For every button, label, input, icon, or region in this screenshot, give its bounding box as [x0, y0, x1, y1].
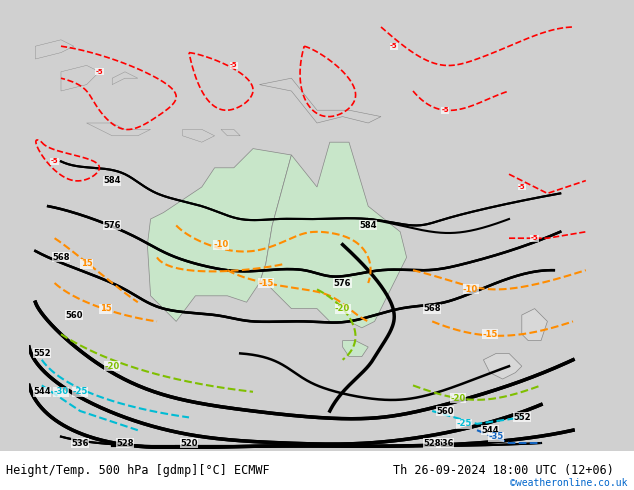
Text: 15: 15	[100, 304, 112, 313]
Text: -15: -15	[482, 330, 498, 339]
Text: -20: -20	[105, 362, 120, 371]
Text: -5: -5	[51, 158, 58, 165]
Polygon shape	[221, 129, 240, 136]
Text: -20: -20	[450, 393, 465, 403]
Text: 520: 520	[180, 439, 198, 447]
Polygon shape	[259, 142, 406, 328]
Text: 544: 544	[33, 387, 51, 396]
Polygon shape	[342, 341, 368, 357]
Text: -25: -25	[456, 419, 472, 428]
Text: -10: -10	[463, 285, 478, 294]
Text: -5: -5	[441, 107, 449, 113]
Text: 544: 544	[481, 426, 498, 435]
Text: -5: -5	[230, 62, 238, 69]
Text: ©weatheronline.co.uk: ©weatheronline.co.uk	[510, 478, 628, 488]
Polygon shape	[87, 123, 151, 136]
Text: -5: -5	[531, 235, 538, 241]
Polygon shape	[61, 65, 100, 91]
Polygon shape	[36, 40, 74, 59]
Text: 552: 552	[513, 413, 531, 422]
Text: -30: -30	[53, 387, 68, 396]
Text: 528: 528	[424, 439, 441, 447]
Text: Height/Temp. 500 hPa [gdmp][°C] ECMWF: Height/Temp. 500 hPa [gdmp][°C] ECMWF	[6, 464, 270, 477]
Text: 536: 536	[72, 439, 89, 447]
Text: 560: 560	[65, 311, 82, 319]
Text: -5: -5	[390, 43, 398, 49]
Text: 560: 560	[436, 407, 454, 416]
Text: 568: 568	[424, 304, 441, 313]
Text: 576: 576	[103, 221, 121, 230]
Polygon shape	[522, 309, 547, 341]
Polygon shape	[259, 78, 381, 123]
Polygon shape	[183, 129, 214, 142]
Text: -20: -20	[335, 304, 350, 313]
Text: 528: 528	[116, 439, 134, 447]
Polygon shape	[147, 148, 292, 321]
Text: 568: 568	[52, 253, 70, 262]
Text: -35: -35	[489, 432, 504, 441]
Text: 536: 536	[436, 439, 454, 447]
Polygon shape	[483, 353, 522, 379]
Text: 584: 584	[359, 221, 377, 230]
Text: 576: 576	[334, 278, 351, 288]
Text: Th 26-09-2024 18:00 UTC (12+06): Th 26-09-2024 18:00 UTC (12+06)	[393, 464, 614, 477]
Text: -15: -15	[258, 278, 273, 288]
Text: -5: -5	[518, 184, 526, 190]
Text: -10: -10	[214, 240, 229, 249]
Text: -5: -5	[96, 69, 103, 75]
Text: 584: 584	[103, 176, 121, 185]
Text: 552: 552	[33, 349, 51, 358]
Text: -25: -25	[72, 387, 88, 396]
Polygon shape	[112, 72, 138, 85]
Text: 15: 15	[81, 259, 93, 269]
